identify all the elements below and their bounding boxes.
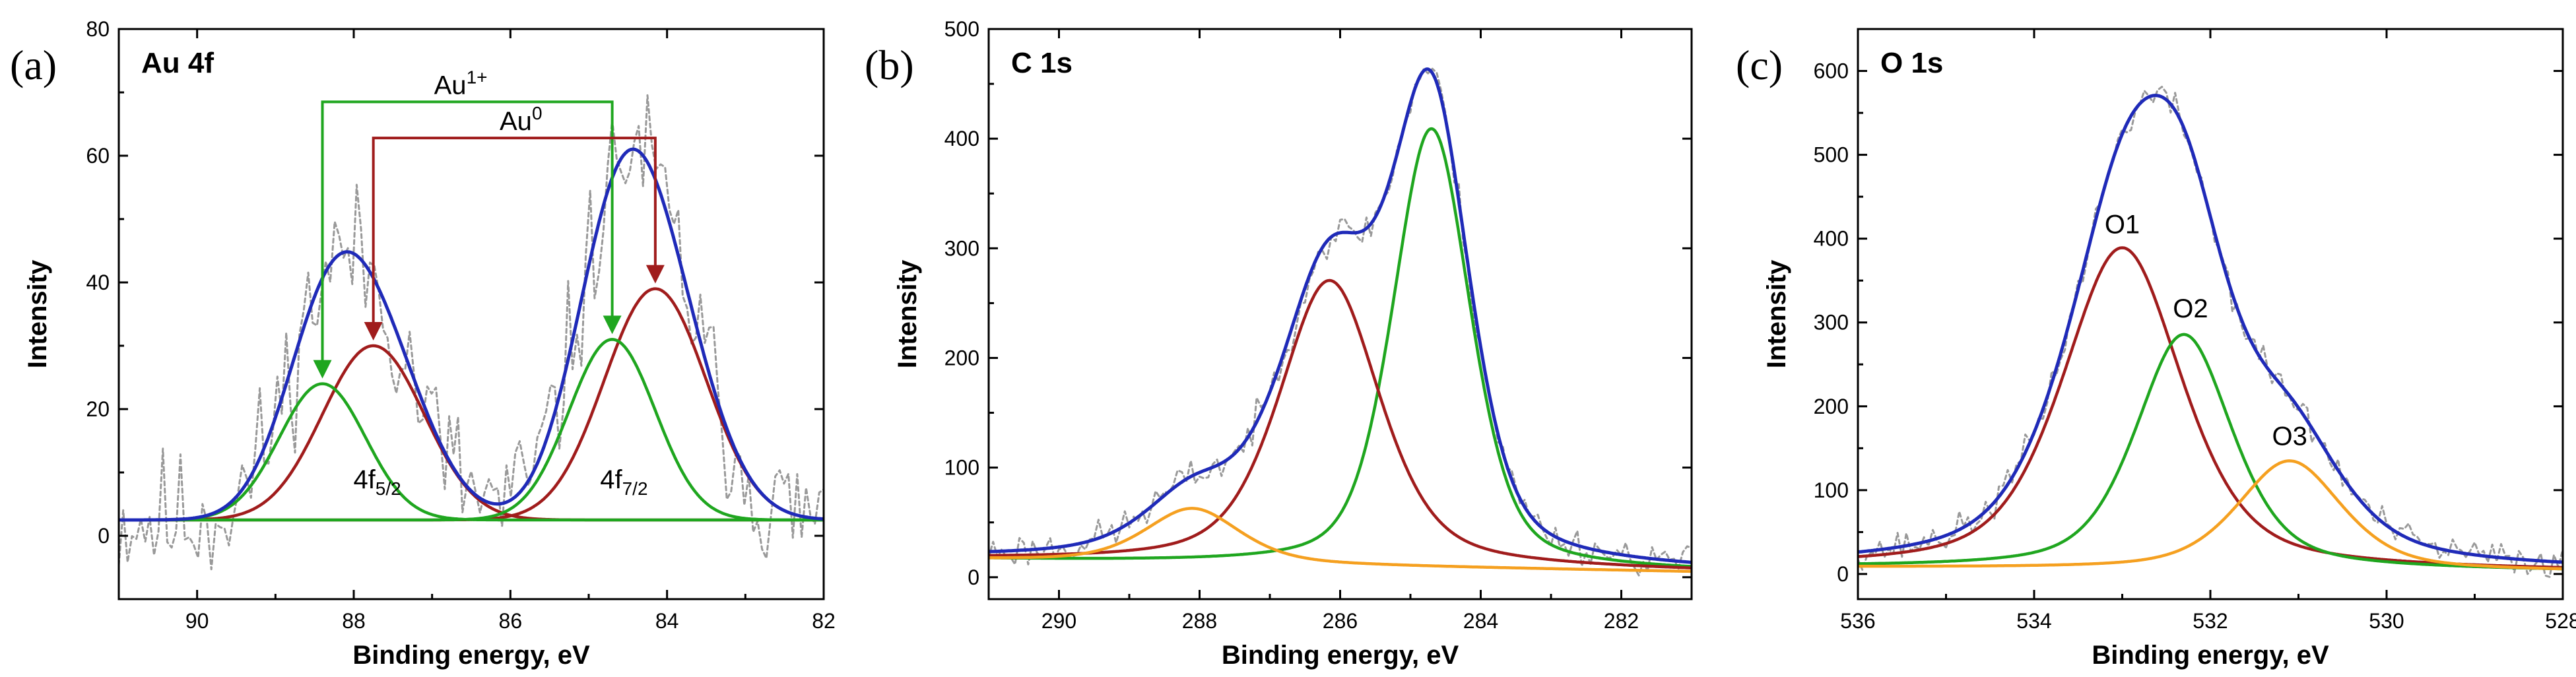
- plot-frame: [117, 28, 825, 600]
- panel-title: C 1s: [1011, 47, 1073, 79]
- au1plus-bracket: [321, 100, 614, 364]
- peak-label-o3: O3: [2272, 422, 2307, 451]
- plot-area: [119, 94, 824, 571]
- y-tick-label: 80: [86, 17, 110, 41]
- x-axis-title: Binding energy, eV: [2092, 641, 2329, 670]
- y-tick-label: 0: [1837, 562, 1849, 586]
- au0-bracket: [372, 137, 657, 326]
- panel-title: O 1s: [1880, 47, 1943, 79]
- panel-label: (c): [1736, 42, 1783, 88]
- series-o2: [1858, 333, 2563, 571]
- chart-panel-3: 536 534 532 530 528 0 100 200 300 400 500 600 Bindin…: [1736, 28, 2576, 670]
- series-c-c: [989, 127, 1692, 568]
- series-o1: [1858, 246, 2563, 569]
- chart-panel-2: 290 288 286 284 282 0 100 200 300 400 500 Binding e…: [865, 17, 1693, 670]
- plot-area: [989, 67, 1692, 577]
- y-axis-title: Intensity: [23, 259, 52, 368]
- series-o-c-o: [989, 507, 1692, 573]
- y-tick-label: 500: [944, 17, 979, 41]
- x-tick-label: 84: [655, 609, 679, 633]
- x-tick-label: 288: [1182, 609, 1217, 633]
- au0-arrow-icon: [364, 322, 383, 340]
- series-experimental: [119, 94, 824, 571]
- x-tick-label: 530: [2369, 609, 2404, 633]
- x-tick-label: 534: [2016, 609, 2051, 633]
- y-tick-label: 600: [1814, 59, 1849, 83]
- x-tick-label: 536: [1840, 609, 1875, 633]
- y-tick-label: 200: [944, 346, 979, 370]
- x-tick-label: 282: [1604, 609, 1639, 633]
- y-tick-label: 500: [1814, 143, 1849, 167]
- y-tick-label: 40: [86, 271, 110, 294]
- peak-4f52-label: 4f5/2: [353, 465, 401, 499]
- x-tick-label: 90: [185, 609, 209, 633]
- y-axis-title: Intensity: [1762, 259, 1791, 368]
- au1plus-arrow-icon: [603, 315, 622, 335]
- peak-label-o2: O2: [2173, 294, 2208, 323]
- series-experimental: [1858, 86, 2563, 578]
- series-envelope: [119, 147, 824, 522]
- series-experimental: [989, 67, 1692, 577]
- y-tick-label: 300: [944, 236, 979, 260]
- series-o3: [1858, 459, 2563, 571]
- series-c-o: [989, 278, 1692, 569]
- y-tick-label: 400: [944, 127, 979, 150]
- y-tick-label: 300: [1814, 311, 1849, 335]
- plot-frame: [1857, 28, 2564, 600]
- y-axis-title: Intensity: [893, 259, 922, 368]
- x-tick-label: 86: [499, 609, 523, 633]
- plot-area: [1858, 86, 2563, 578]
- y-tick-label: 100: [1814, 478, 1849, 502]
- au1plus-label: Au1+: [434, 67, 488, 100]
- y-tick-label: 400: [1814, 227, 1849, 251]
- panel-label: (b): [865, 42, 914, 88]
- x-tick-label: 88: [342, 609, 366, 633]
- x-tick-label: 290: [1041, 609, 1076, 633]
- series-au1-4f7-2: [119, 338, 824, 522]
- au0-label: Au0: [500, 103, 543, 136]
- x-axis-title: Binding energy, eV: [1222, 641, 1459, 670]
- au0-arrow-icon: [645, 265, 665, 284]
- series-envelope: [1858, 94, 2563, 564]
- y-tick-label: 0: [968, 565, 979, 589]
- y-tick-label: 200: [1814, 395, 1849, 418]
- y-tick-label: 20: [86, 397, 110, 421]
- chart-panel-1: 90 88 86 84 82 0 20 40 60 80 Binding energy, eV Int…: [10, 17, 836, 670]
- x-axis-title: Binding energy, eV: [352, 641, 590, 670]
- au1plus-arrow-icon: [313, 360, 332, 379]
- x-tick-label: 528: [2545, 609, 2576, 633]
- series-au0-4f5-2: [119, 344, 824, 522]
- peak-label-o1: O1: [2105, 210, 2140, 239]
- y-tick-label: 60: [86, 144, 110, 168]
- peak-4f72-label: 4f7/2: [600, 465, 647, 499]
- x-tick-label: 286: [1323, 609, 1358, 633]
- panel-label: (a): [10, 42, 57, 88]
- x-tick-label: 532: [2193, 609, 2228, 633]
- x-tick-label: 284: [1463, 609, 1498, 633]
- y-tick-label: 0: [98, 524, 110, 548]
- x-tick-label: 82: [812, 609, 836, 633]
- y-tick-label: 100: [944, 456, 979, 480]
- panel-title: Au 4f: [141, 47, 214, 79]
- series-envelope: [989, 67, 1692, 564]
